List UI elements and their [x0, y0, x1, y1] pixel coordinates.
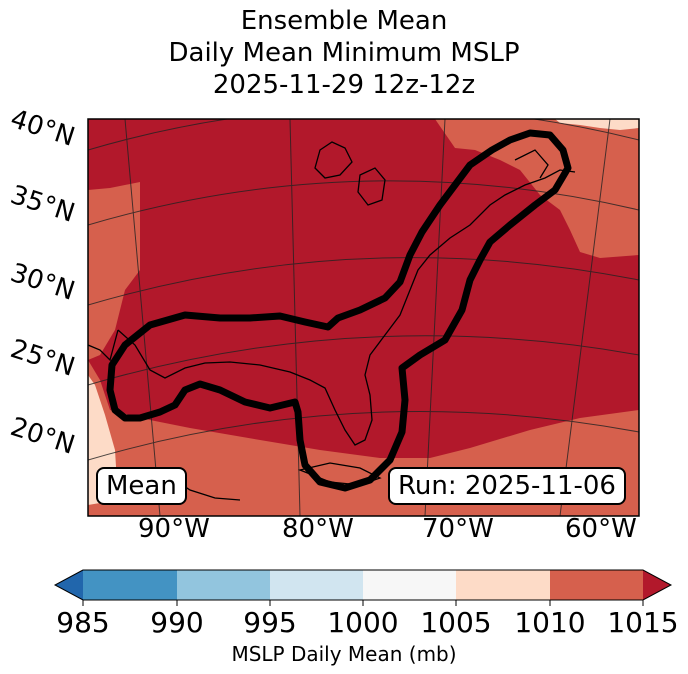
graticule: [88, 119, 639, 516]
colorbar-bin-1005-1010: [456, 570, 550, 600]
map-frame: [87, 118, 640, 517]
colorbar-tick-1000: 1000: [327, 606, 399, 639]
colorbar-bin-985-990: [83, 570, 177, 600]
lon-label-60: 60°W: [565, 514, 637, 544]
mean-label-box: Mean: [96, 467, 187, 505]
colorbar-bin-1010-1015: [550, 570, 643, 600]
colorbar-tick-1005: 1005: [420, 606, 492, 639]
map-panel: [88, 119, 639, 516]
title-line-3: 2025-11-29 12z-12z: [212, 70, 476, 100]
colorbar-tick-1015: 1015: [607, 606, 679, 639]
lon-label-70: 70°W: [422, 514, 494, 544]
colorbar: [53, 569, 673, 606]
lon-label-90: 90°W: [138, 514, 210, 544]
colorbar-extend-high: [643, 570, 671, 600]
coastlines: [88, 141, 576, 501]
run-date-box: Run: 2025-11-06: [388, 467, 626, 505]
colorbar-tick-1010: 1010: [514, 606, 586, 639]
colorbar-tick-995: 995: [243, 606, 297, 639]
colorbar-extend-low: [55, 570, 83, 600]
field-1010-west: [88, 182, 140, 360]
field-1005-northeast: [555, 119, 639, 130]
ensemble-contour: [106, 129, 572, 492]
colorbar-tick-985: 985: [56, 606, 110, 639]
colorbar-bin-990-995: [177, 570, 270, 600]
title-line-1: Ensemble Mean: [240, 6, 448, 36]
title-line-2: Daily Mean Minimum MSLP: [168, 38, 520, 68]
colorbar-label: MSLP Daily Mean (mb): [231, 642, 457, 666]
lon-label-80: 80°W: [282, 514, 354, 544]
colorbar-bin-1000-1005: [363, 570, 456, 600]
colorbar-bin-995-1000: [270, 570, 363, 600]
colorbar-tick-990: 990: [150, 606, 204, 639]
